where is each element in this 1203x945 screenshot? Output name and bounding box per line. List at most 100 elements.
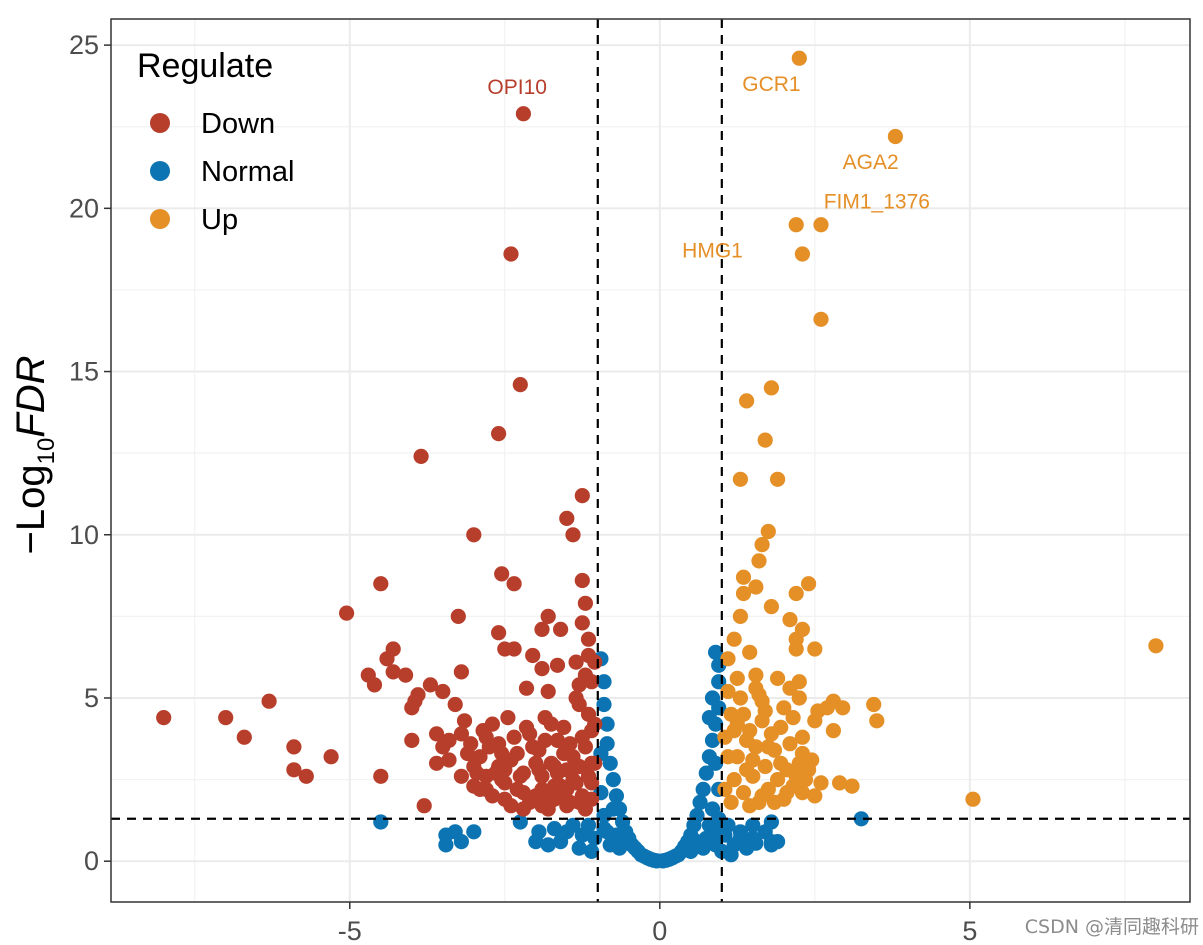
point-up	[779, 785, 795, 801]
legend-key-up	[150, 209, 170, 229]
point-normal	[540, 837, 556, 853]
point-up	[770, 670, 786, 687]
point-down	[574, 572, 590, 589]
legend-key-normal	[150, 161, 170, 181]
point-normal	[853, 811, 869, 827]
data-points	[156, 50, 1164, 869]
point-down	[475, 723, 491, 739]
point-down	[491, 426, 507, 442]
point-down	[512, 377, 528, 393]
threshold-lines	[111, 19, 1190, 902]
point-down	[565, 527, 581, 543]
point-normal	[553, 834, 569, 850]
point-down	[466, 778, 482, 794]
point-down	[339, 605, 355, 621]
point-up	[732, 690, 749, 706]
point-up	[866, 696, 882, 713]
point-up	[757, 758, 773, 775]
point-normal	[599, 716, 615, 732]
point-down	[506, 641, 522, 657]
watermark-text: CSDN @清同趣科研	[1024, 916, 1199, 938]
point-normal	[565, 817, 581, 833]
point-down	[546, 791, 563, 807]
point-up	[791, 755, 807, 771]
point-up	[807, 788, 823, 804]
point-up	[825, 723, 842, 739]
gene-label: AGA2	[843, 151, 899, 174]
point-down	[385, 664, 401, 680]
point-normal	[574, 827, 590, 843]
point-down	[584, 723, 600, 739]
point-down	[571, 758, 587, 775]
point-down	[506, 729, 522, 745]
y-tick-label: 0	[84, 846, 99, 876]
point-normal	[453, 834, 469, 850]
point-up	[763, 380, 780, 396]
point-down	[540, 683, 556, 700]
point-up	[794, 729, 811, 745]
point-normal	[704, 732, 721, 749]
point-down	[463, 736, 479, 752]
point-down	[497, 775, 513, 791]
point-down	[385, 641, 401, 657]
point-down	[559, 781, 575, 798]
gene-annotations: OPI10 GCR1 AGA2 FIM1_1376 HMG1	[487, 73, 930, 262]
point-up	[844, 778, 860, 794]
point-down	[404, 732, 420, 749]
point-down	[398, 667, 414, 683]
x-tick-label: -5	[338, 916, 362, 945]
point-normal	[512, 814, 528, 830]
y-tick-label: 20	[69, 193, 99, 223]
point-up	[782, 680, 798, 696]
point-down	[506, 576, 522, 592]
point-normal	[708, 644, 724, 660]
point-down	[580, 631, 597, 647]
point-up	[757, 703, 773, 719]
point-down	[503, 798, 519, 814]
point-up	[813, 775, 829, 791]
point-up	[751, 553, 767, 569]
point-normal	[596, 674, 612, 690]
y-axis-title-prefix: −Log	[9, 464, 53, 554]
point-down	[429, 755, 445, 771]
point-up	[782, 612, 798, 628]
point-up	[735, 585, 752, 602]
point-down	[568, 690, 584, 706]
point-down	[518, 680, 535, 696]
point-normal	[608, 788, 625, 804]
y-tick-label: 25	[69, 30, 99, 60]
point-normal	[683, 843, 699, 860]
point-down	[559, 510, 575, 526]
point-down	[500, 710, 516, 726]
point-down	[422, 677, 438, 693]
point-up	[788, 217, 804, 233]
point-normal	[571, 840, 587, 856]
point-up	[720, 749, 736, 765]
point-down	[286, 739, 302, 755]
point-up	[760, 739, 776, 755]
plot-panel-border	[110, 18, 1191, 903]
point-down	[478, 781, 494, 798]
point-down	[512, 768, 528, 784]
point-up	[813, 217, 829, 233]
point-down	[481, 739, 497, 755]
gene-label: OPI10	[487, 76, 547, 99]
point-up	[754, 537, 770, 553]
point-up	[745, 752, 761, 768]
point-down	[534, 798, 550, 814]
point-up	[776, 700, 792, 716]
point-up	[766, 794, 783, 811]
point-up	[739, 732, 755, 749]
point-up	[742, 644, 758, 660]
point-up	[729, 670, 745, 687]
point-up	[739, 393, 755, 409]
point-down	[494, 566, 510, 582]
gene-label: GCR1	[742, 73, 800, 96]
point-up	[782, 736, 798, 752]
point-down	[549, 657, 566, 673]
point-up	[887, 128, 904, 145]
point-down	[261, 693, 277, 709]
point-up	[801, 576, 817, 592]
legend-title: Regulate	[137, 47, 273, 85]
